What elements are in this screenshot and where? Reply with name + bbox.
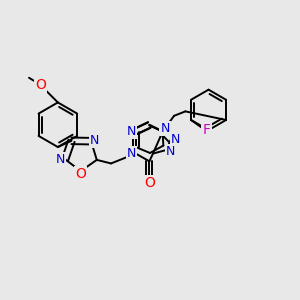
Text: F: F — [202, 123, 211, 137]
Text: O: O — [144, 176, 155, 190]
Text: N: N — [56, 153, 65, 166]
Text: N: N — [160, 122, 170, 135]
Text: O: O — [75, 167, 86, 181]
Text: N: N — [171, 133, 180, 146]
Text: N: N — [127, 147, 136, 160]
Text: N: N — [127, 125, 136, 138]
Text: N: N — [166, 145, 175, 158]
Text: O: O — [35, 78, 46, 92]
Text: N: N — [90, 134, 100, 147]
